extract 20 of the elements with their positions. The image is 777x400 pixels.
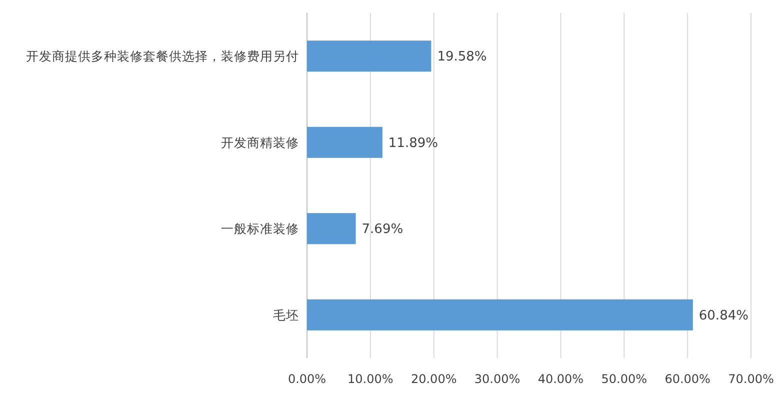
bar (307, 126, 382, 158)
y-tick-label: 开发商精装修 (221, 134, 299, 150)
x-tick-label: 60.00% (664, 372, 710, 386)
x-tick-label: 10.00% (348, 372, 394, 386)
x-tick-label: 30.00% (474, 372, 520, 386)
y-tick-label: 一般标准装修 (221, 221, 299, 236)
x-tick-label: 0.00% (288, 372, 326, 386)
data-label: 11.89% (388, 136, 438, 151)
x-tick-label: 50.00% (601, 372, 648, 386)
data-label: 19.58% (437, 50, 487, 65)
x-tick-label: 40.00% (538, 372, 584, 386)
y-tick-label: 开发商提供多种装修套餐供选择，装修费用另付 (26, 48, 299, 64)
data-label: 60.84% (698, 308, 748, 324)
data-label: 7.69% (362, 222, 404, 238)
bar (307, 299, 693, 330)
y-tick-label: 毛坯 (273, 307, 299, 322)
bar (307, 213, 356, 244)
bar (307, 40, 432, 72)
x-tick-label: 70.00% (728, 372, 774, 386)
x-tick-label: 20.00% (410, 372, 457, 386)
